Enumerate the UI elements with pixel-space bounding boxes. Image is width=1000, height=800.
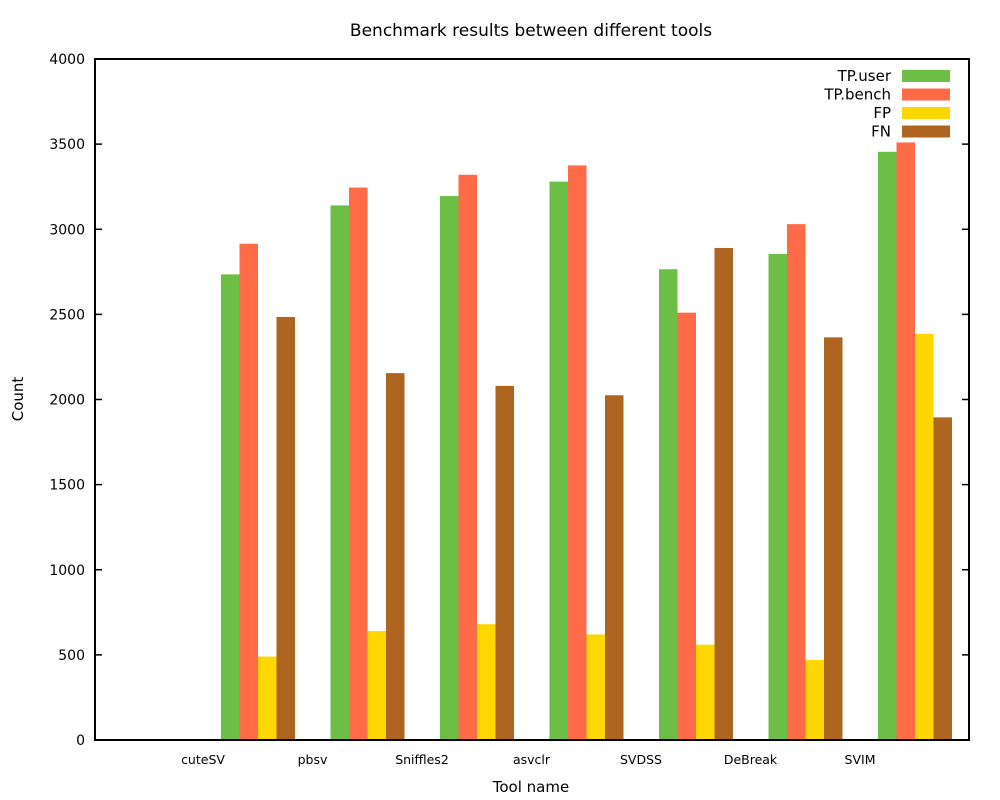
x-tick-label: DeBreak [724, 752, 778, 767]
bar-fn-svim [933, 417, 952, 740]
x-axis-label: Tool name [492, 778, 569, 796]
y-tick-label: 2000 [49, 393, 85, 409]
y-tick-label: 1500 [49, 478, 85, 494]
bar-fn-sniffles2 [495, 385, 514, 740]
bar-fn-asvclr [605, 395, 624, 740]
bar-fp-asvclr [586, 634, 605, 740]
y-tick-label: 1000 [49, 563, 85, 579]
bar-fn-pbsv [386, 373, 405, 740]
y-tick-label: 3500 [49, 137, 85, 153]
bar-tp-bench-pbsv [349, 187, 368, 740]
legend-label: FN [871, 123, 891, 141]
legend-label: FP [873, 104, 891, 122]
y-tick-label: 2500 [49, 307, 85, 323]
x-tick-label: Sniffles2 [395, 752, 449, 767]
x-tick-label: asvclr [513, 752, 551, 767]
x-axis: cuteSV pbsv Sniffles2 asvclr SVDSS DeBreak SVI… [181, 752, 875, 767]
bar-tp-bench-sniffles2 [458, 174, 477, 740]
legend-swatch [902, 88, 950, 101]
bar-groups [221, 142, 952, 741]
bar-fp-pbsv [367, 631, 386, 740]
bar-tp-bench-svdss [677, 312, 696, 740]
bar-fn-debreak [824, 337, 843, 740]
legend-swatch [902, 107, 950, 119]
bar-tp-bench-asvclr [568, 165, 587, 740]
legend-label: TP.bench [823, 86, 891, 104]
bar-tp-user-svim [878, 151, 897, 740]
bar-tp-bench-cutesv [239, 243, 258, 740]
bar-fn-svdss [714, 247, 733, 741]
x-tick-label: SVDSS [620, 752, 662, 767]
bar-tp-user-cutesv [221, 274, 240, 740]
legend-swatch [902, 70, 950, 82]
chart-title: Benchmark results between different tool… [350, 21, 712, 41]
y-tick-label: 4000 [49, 52, 85, 68]
x-tick-label: pbsv [298, 752, 328, 767]
bar-tp-user-sniffles2 [440, 196, 459, 740]
bar-fp-debreak [805, 659, 824, 740]
bar-fp-svim [915, 333, 934, 740]
bar-tp-bench-svim [896, 142, 915, 741]
bar-tp-user-svdss [659, 269, 678, 740]
y-axis: 0 500 1000 1500 2000 2500 3000 3500 4000 [49, 52, 969, 749]
bar-fn-cutesv [276, 316, 295, 740]
bar-fp-sniffles2 [477, 624, 496, 740]
y-axis-label: Count [9, 377, 27, 422]
y-tick-label: 3000 [49, 222, 85, 238]
y-tick-label: 500 [58, 648, 85, 664]
x-tick-label: cuteSV [181, 752, 225, 767]
bar-fp-svdss [696, 644, 715, 740]
bar-tp-user-debreak [768, 253, 787, 740]
y-tick-label: 0 [76, 733, 85, 749]
bar-tp-user-pbsv [330, 205, 349, 741]
bar-tp-bench-debreak [787, 224, 806, 740]
legend-label: TP.user [837, 67, 892, 85]
legend-swatch [902, 125, 950, 138]
bar-tp-user-asvclr [549, 181, 568, 740]
x-tick-label: SVIM [845, 752, 876, 767]
bar-fp-cutesv [258, 656, 277, 740]
